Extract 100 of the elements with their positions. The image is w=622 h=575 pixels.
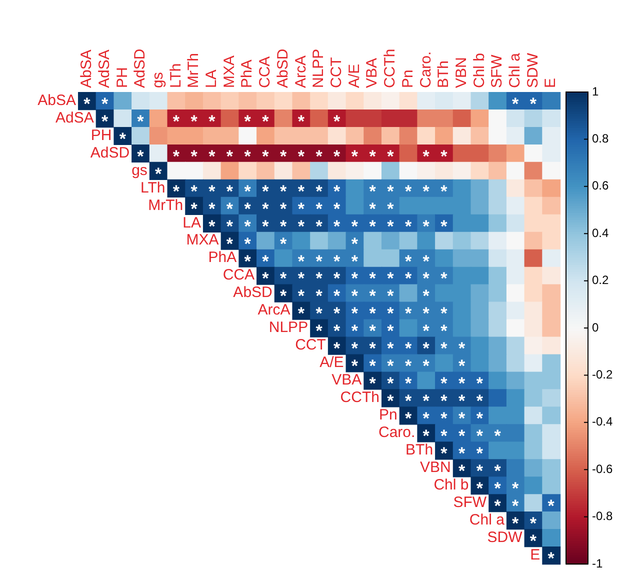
data-label: *	[548, 496, 555, 516]
data-label: *	[316, 269, 323, 288]
data-label: *	[387, 322, 394, 341]
data-label: *	[369, 322, 376, 341]
data-label: *	[208, 182, 216, 201]
data-label: *	[298, 182, 305, 201]
data-label: *	[316, 146, 323, 166]
data-label: *	[369, 339, 376, 358]
data-label: *	[548, 548, 555, 568]
data-label: *	[208, 199, 216, 218]
data-label: *	[369, 146, 376, 166]
data-label: *	[298, 146, 305, 166]
data-label: *	[190, 199, 198, 218]
data-label: *	[404, 252, 412, 271]
data-label: *	[334, 322, 341, 341]
data-label: *	[262, 216, 270, 236]
data-label: *	[280, 146, 287, 166]
data-label: *	[422, 304, 430, 324]
data-label: *	[280, 182, 287, 201]
data-label: *	[334, 304, 341, 324]
data-label: *	[404, 339, 412, 358]
data-label: *	[530, 514, 537, 533]
data-label: *	[119, 129, 126, 148]
x-tick-label: E	[542, 78, 560, 88]
data-label: *	[458, 374, 466, 394]
data-label: *	[351, 146, 358, 166]
x-tick-label: PH	[114, 67, 131, 88]
data-label: *	[351, 322, 358, 341]
data-label: *	[440, 304, 448, 324]
data-label: *	[208, 112, 216, 131]
data-label: *	[351, 304, 358, 324]
data-label: *	[369, 356, 376, 376]
data-label: *	[404, 392, 412, 411]
data-label: *	[334, 286, 341, 306]
data-label: *	[422, 356, 430, 376]
data-label: *	[334, 146, 341, 166]
data-label: *	[404, 216, 412, 236]
data-label: *	[316, 304, 323, 324]
data-label: *	[422, 286, 430, 306]
data-label: *	[190, 112, 198, 131]
color-bar-label: 1	[592, 84, 599, 98]
data-label: *	[476, 426, 484, 446]
color-bar-label: -0.6	[592, 462, 614, 476]
data-label: *	[137, 146, 144, 166]
data-label: *	[262, 146, 270, 166]
data-label: *	[494, 479, 502, 498]
data-label: *	[226, 199, 234, 218]
data-label: *	[226, 146, 234, 166]
data-label: *	[316, 286, 323, 306]
data-label: *	[530, 531, 537, 550]
data-label: *	[316, 216, 323, 236]
data-label: *	[422, 322, 430, 341]
data-label: *	[84, 94, 91, 114]
data-label: *	[316, 182, 323, 201]
data-label: *	[244, 234, 252, 254]
data-label: *	[351, 269, 358, 288]
color-bar-label: 0.6	[592, 178, 610, 193]
data-label: *	[369, 216, 376, 236]
data-label: *	[172, 112, 180, 131]
data-label: *	[280, 199, 287, 218]
data-label: *	[440, 374, 448, 394]
data-label: *	[387, 304, 394, 324]
data-label: *	[404, 182, 412, 201]
data-label: *	[404, 409, 412, 428]
data-label: *	[298, 269, 305, 288]
data-label: *	[334, 216, 341, 236]
data-label: *	[369, 286, 376, 306]
data-label: *	[351, 339, 358, 358]
data-label: *	[458, 392, 466, 411]
color-bar-label: 0.8	[592, 132, 610, 146]
y-tick-label: LTh	[140, 179, 166, 196]
data-label: *	[458, 426, 466, 446]
color-bar-label: -0.4	[592, 414, 614, 429]
data-label: *	[262, 199, 270, 218]
x-tick-label: LTh	[167, 63, 184, 88]
data-label: *	[387, 199, 394, 218]
color-bar-label: 0.4	[592, 226, 610, 240]
data-label: *	[387, 286, 394, 306]
data-label: *	[512, 94, 520, 114]
data-label: *	[334, 252, 341, 271]
data-label: *	[404, 374, 412, 394]
data-label: *	[298, 216, 305, 236]
data-label: *	[387, 269, 394, 288]
data-label: *	[226, 216, 234, 236]
data-label: *	[369, 304, 376, 324]
data-label: *	[387, 374, 394, 394]
data-label: *	[458, 409, 466, 428]
data-label: *	[244, 112, 252, 131]
data-label: *	[369, 182, 376, 201]
data-label: *	[458, 356, 466, 376]
data-label: *	[351, 286, 358, 306]
data-label: *	[494, 462, 502, 481]
data-label: *	[387, 392, 394, 411]
data-label: *	[351, 216, 358, 236]
data-label: *	[244, 182, 252, 201]
data-label: *	[422, 216, 430, 236]
data-label: *	[280, 269, 287, 288]
data-label: *	[458, 444, 466, 464]
data-label: *	[422, 339, 430, 358]
data-label: *	[387, 339, 394, 358]
